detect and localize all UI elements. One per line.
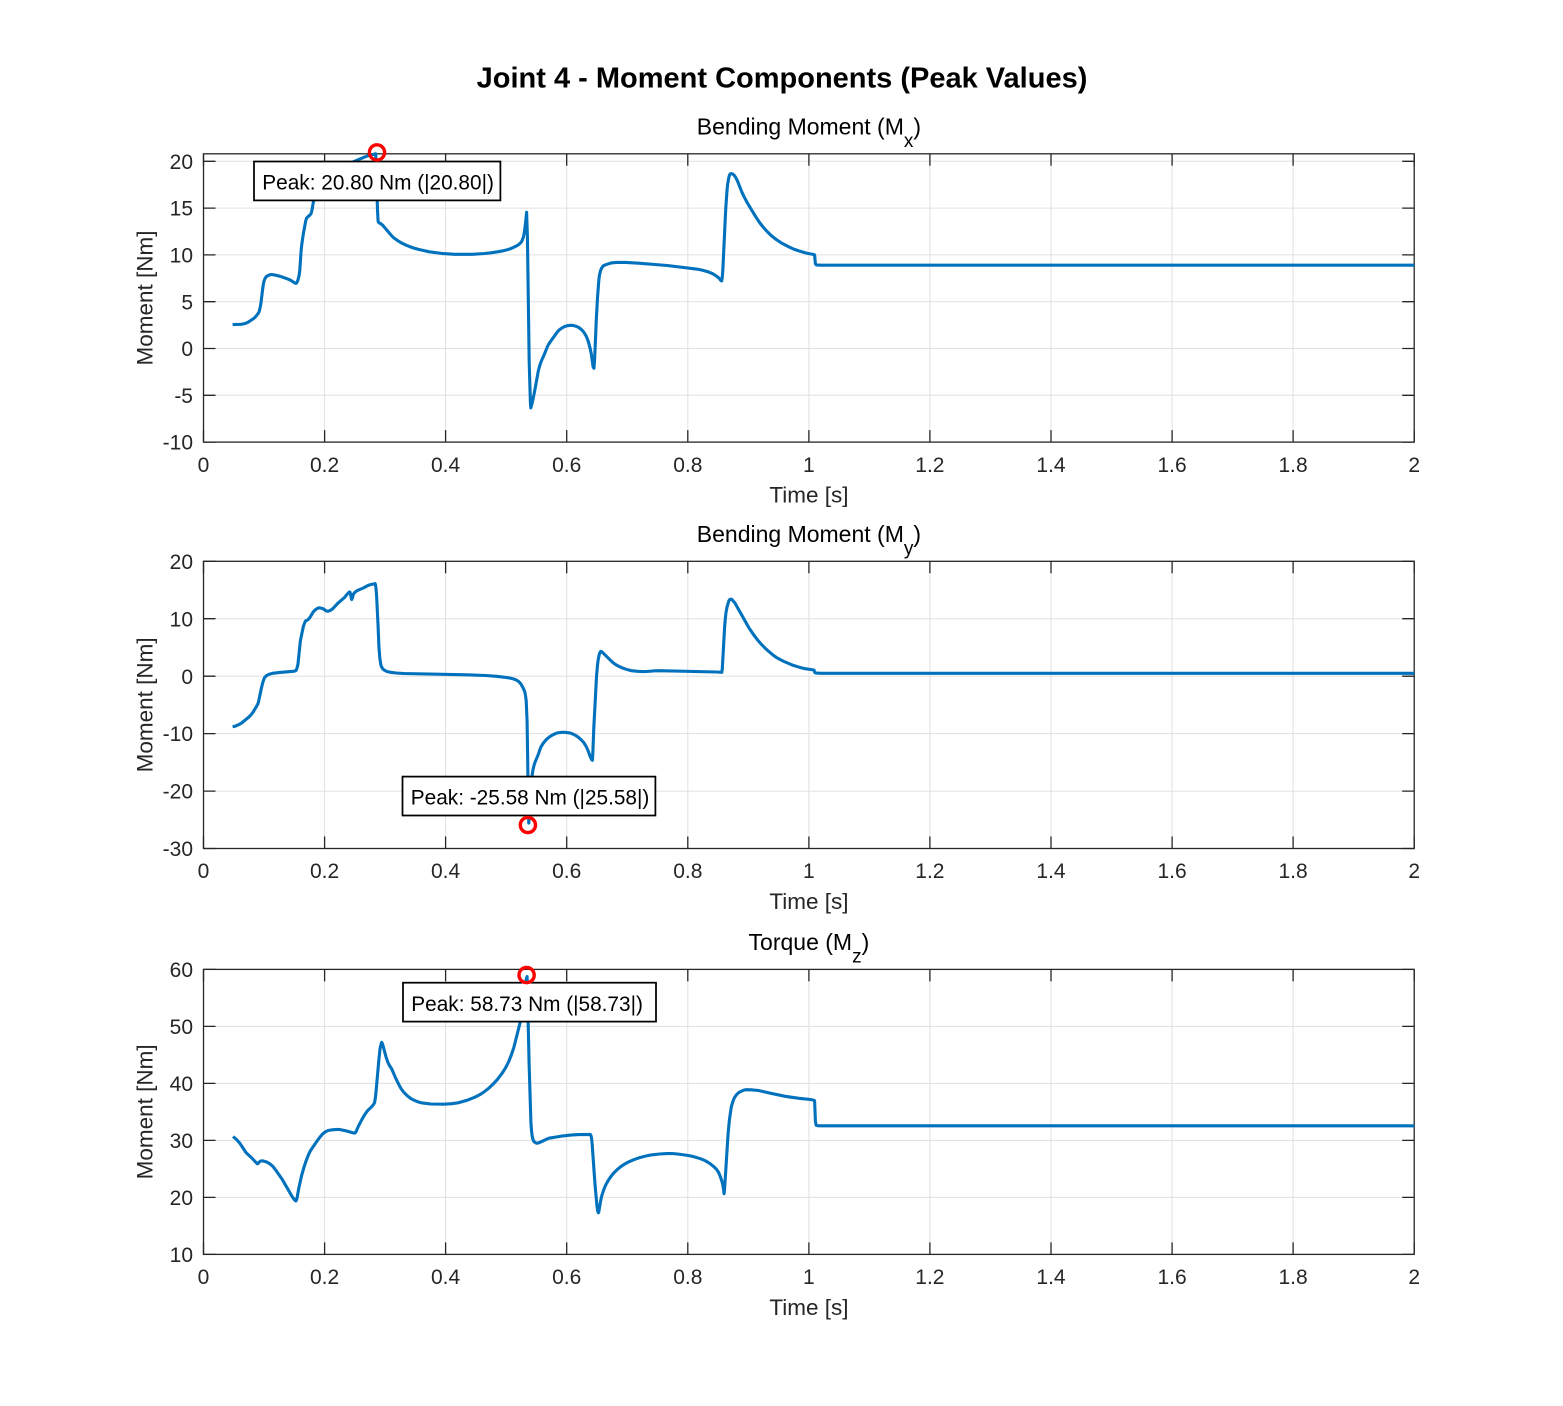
svg-text:10: 10 [170,1244,193,1267]
svg-text:20: 20 [170,1187,193,1210]
svg-text:-20: -20 [163,781,193,804]
svg-text:5: 5 [181,291,193,314]
svg-text:0.4: 0.4 [431,860,461,883]
svg-text:20: 20 [170,151,193,174]
svg-text:0.6: 0.6 [552,1266,581,1289]
svg-text:Joint 4 - Moment Components (P: Joint 4 - Moment Components (Peak Values… [477,63,1088,95]
svg-text:0: 0 [181,338,193,361]
svg-text:0.8: 0.8 [673,1266,702,1289]
svg-text:Peak: 58.73 Nm (|58.73|): Peak: 58.73 Nm (|58.73|) [411,993,643,1016]
svg-text:-10: -10 [163,723,193,746]
svg-text:0.6: 0.6 [552,860,581,883]
svg-text:2: 2 [1408,454,1420,477]
svg-text:Peak: 20.80 Nm (|20.80|): Peak: 20.80 Nm (|20.80|) [262,172,494,195]
svg-text:Moment [Nm]: Moment [Nm] [133,1044,158,1179]
svg-text:Moment [Nm]: Moment [Nm] [133,637,158,772]
svg-text:1.6: 1.6 [1157,860,1186,883]
svg-text:1.8: 1.8 [1278,454,1307,477]
svg-text:Time [s]: Time [s] [769,483,848,508]
svg-text:1.4: 1.4 [1036,1266,1066,1289]
svg-text:15: 15 [170,198,193,221]
svg-text:1.6: 1.6 [1157,1266,1186,1289]
svg-text:10: 10 [170,608,193,631]
svg-text:0: 0 [181,666,193,689]
svg-text:Time [s]: Time [s] [769,889,848,914]
svg-text:1.8: 1.8 [1278,860,1307,883]
svg-text:1.2: 1.2 [915,1266,944,1289]
svg-text:-30: -30 [163,838,193,861]
svg-text:1: 1 [803,1266,815,1289]
svg-text:0.4: 0.4 [431,1266,461,1289]
svg-text:0.2: 0.2 [310,1266,339,1289]
svg-text:20: 20 [170,551,193,574]
svg-text:-5: -5 [174,385,193,408]
svg-text:Peak: -25.58 Nm (|25.58|): Peak: -25.58 Nm (|25.58|) [411,787,650,810]
svg-text:60: 60 [170,959,193,982]
svg-text:0.2: 0.2 [310,860,339,883]
svg-text:0: 0 [198,860,210,883]
svg-text:Time [s]: Time [s] [769,1295,848,1320]
svg-text:0: 0 [198,454,210,477]
svg-text:0.8: 0.8 [673,860,702,883]
svg-text:1.8: 1.8 [1278,1266,1307,1289]
svg-text:40: 40 [170,1073,193,1096]
svg-text:Moment [Nm]: Moment [Nm] [133,230,158,365]
svg-text:1: 1 [803,860,815,883]
svg-text:1.6: 1.6 [1157,454,1186,477]
svg-text:10: 10 [170,245,193,268]
svg-text:0.6: 0.6 [552,454,581,477]
svg-text:2: 2 [1408,1266,1420,1289]
svg-text:0.8: 0.8 [673,454,702,477]
svg-text:1.4: 1.4 [1036,860,1066,883]
svg-text:50: 50 [170,1016,193,1039]
svg-text:0.2: 0.2 [310,454,339,477]
svg-text:30: 30 [170,1130,193,1153]
svg-text:1: 1 [803,454,815,477]
svg-text:1.2: 1.2 [915,454,944,477]
svg-text:0: 0 [198,1266,210,1289]
svg-text:1.4: 1.4 [1036,454,1066,477]
svg-text:0.4: 0.4 [431,454,461,477]
svg-text:-10: -10 [163,432,193,455]
svg-text:1.2: 1.2 [915,860,944,883]
svg-text:2: 2 [1408,860,1420,883]
